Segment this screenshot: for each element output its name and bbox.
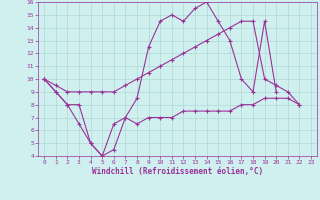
X-axis label: Windchill (Refroidissement éolien,°C): Windchill (Refroidissement éolien,°C) <box>92 167 263 176</box>
